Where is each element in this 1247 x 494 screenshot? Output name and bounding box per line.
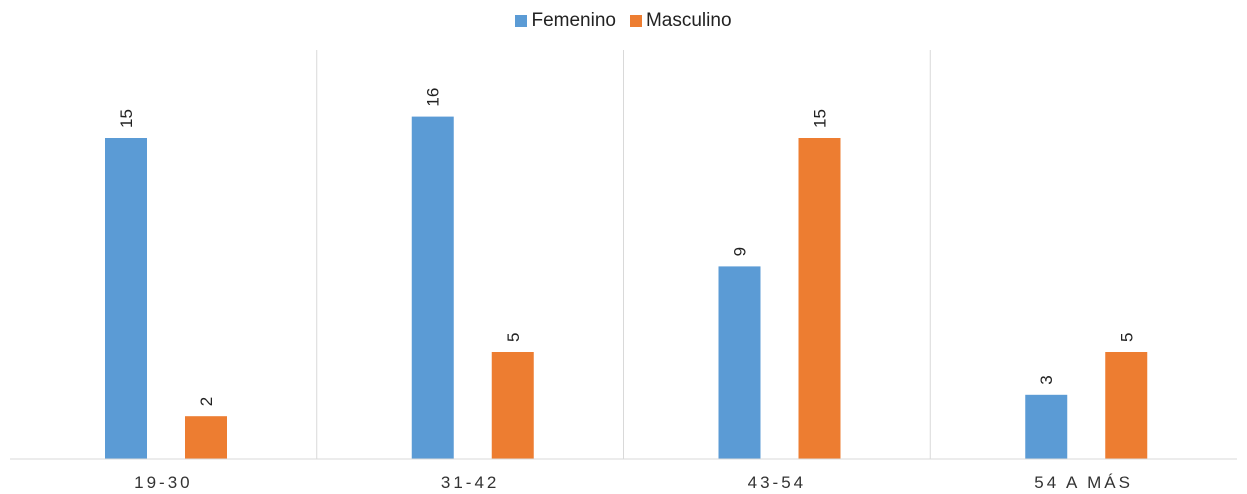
data-label: 3 bbox=[1037, 375, 1056, 384]
legend-item-femenino: Femenino bbox=[515, 10, 616, 32]
bar-femenino-1 bbox=[411, 116, 454, 459]
legend-swatch-masculino bbox=[629, 15, 642, 27]
bar-masculino-2 bbox=[798, 138, 841, 459]
bar-masculino-0 bbox=[185, 416, 227, 459]
data-label: 2 bbox=[197, 397, 216, 406]
legend-item-masculino: Masculino bbox=[629, 10, 732, 32]
bar-masculino-3 bbox=[1105, 352, 1148, 459]
x-tick-label: 19-30 bbox=[134, 473, 192, 492]
x-tick-label: 43-54 bbox=[748, 473, 806, 492]
data-label: 15 bbox=[117, 109, 136, 128]
bar-femenino-2 bbox=[718, 266, 761, 459]
x-tick-label: 31-42 bbox=[441, 473, 499, 492]
data-label: 16 bbox=[424, 88, 443, 107]
legend-label-femenino: Femenino bbox=[531, 10, 616, 31]
bar-femenino-3 bbox=[1025, 394, 1068, 459]
legend-swatch-femenino bbox=[515, 15, 528, 27]
bar-masculino-1 bbox=[491, 352, 534, 459]
x-tick-label: 54 A MÁS bbox=[1034, 473, 1133, 492]
data-label: 9 bbox=[731, 247, 750, 256]
data-label: 5 bbox=[1117, 333, 1136, 342]
data-label: 5 bbox=[504, 333, 523, 342]
legend-label-masculino: Masculino bbox=[645, 10, 732, 31]
data-label: 15 bbox=[811, 109, 830, 128]
bar-femenino-0 bbox=[105, 138, 147, 459]
legend: Femenino Masculino bbox=[0, 10, 1247, 32]
